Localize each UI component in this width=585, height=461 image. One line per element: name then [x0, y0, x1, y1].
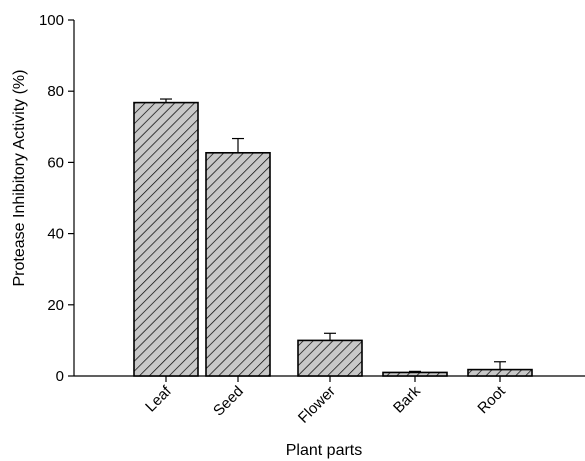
- y-tick-labels: 0 20 40 60 80 100: [39, 12, 64, 385]
- bar-seed: [205, 151, 271, 377]
- x-axis: [74, 375, 585, 382]
- x-tick-label-seed: Seed: [210, 383, 247, 420]
- y-tick-label: 60: [47, 154, 64, 171]
- y-tick-label: 80: [47, 83, 64, 100]
- x-tick-label-leaf: Leaf: [142, 382, 175, 415]
- x-tick-label-bark: Bark: [390, 382, 424, 416]
- error-bars: [160, 98, 506, 373]
- y-tick-label: 100: [39, 12, 64, 29]
- bar-root: [467, 368, 533, 377]
- x-axis-title: Plant parts: [286, 442, 362, 459]
- bar-flower: [297, 339, 363, 377]
- y-tick-label: 40: [47, 226, 64, 243]
- x-tick-label-root: Root: [474, 382, 509, 417]
- x-tick-label-flower: Flower: [295, 383, 339, 427]
- bar-leaf: [133, 101, 199, 377]
- y-tick-label: 20: [47, 297, 64, 314]
- y-axis: [68, 19, 75, 377]
- y-tick-label: 0: [56, 368, 64, 385]
- bar-bark: [382, 371, 448, 377]
- y-axis-title: Protease Inhibitory Activity (%): [11, 70, 28, 287]
- x-tick-labels: Leaf Seed Flower Bark Root: [142, 382, 509, 426]
- bars: [133, 101, 533, 377]
